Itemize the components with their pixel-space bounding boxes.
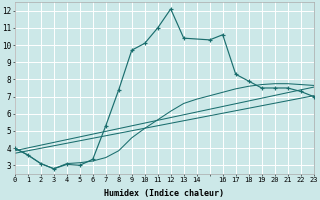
X-axis label: Humidex (Indice chaleur): Humidex (Indice chaleur) [104,189,224,198]
